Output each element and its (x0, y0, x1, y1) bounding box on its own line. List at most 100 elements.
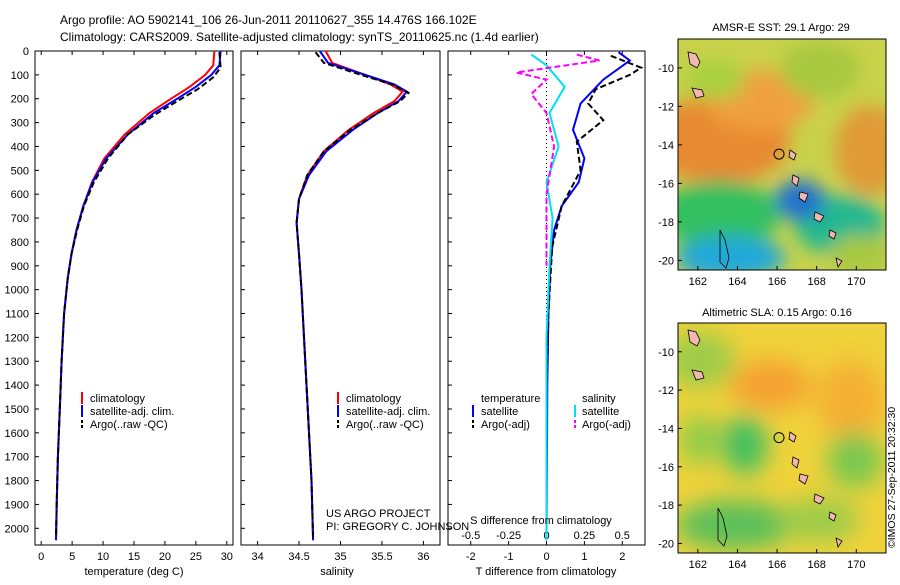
x-tick-label: -1 (504, 551, 514, 563)
map-y-tick-label: -14 (658, 140, 674, 152)
temperature-panel: 0100200300400500600700800900100011001200… (5, 46, 234, 578)
y-tick-label: 800 (11, 237, 29, 249)
header-line-2: Climatology: CARS2009. Satellite-adjuste… (60, 30, 539, 44)
sst-map-axes: 162 164 166 168 170 -10 -12 -14 -16 -18 -20 (658, 63, 865, 288)
map-x-tick-label: 164 (728, 559, 746, 571)
series-line-temperature-argo-adj- (545, 54, 644, 538)
y-tick-label: 100 (11, 70, 29, 82)
y-tick-label: 1800 (5, 476, 29, 488)
y-tick-label: 200 (11, 94, 29, 106)
x-tick-label: 15 (128, 551, 140, 563)
map-y-tick-label: -20 (658, 538, 674, 550)
y-tick-label: 2000 (5, 523, 29, 535)
sst-argo-marker (773, 148, 785, 160)
legend-label-argo: Argo(..raw -QC) (90, 419, 168, 431)
y-tick-label: 300 (11, 118, 29, 130)
map-y-tick-label: -20 (658, 255, 674, 267)
s-tick-label: -0.5 (461, 530, 480, 542)
map-x-tick-label: 168 (807, 276, 825, 288)
y-tick-label: 1300 (5, 356, 29, 368)
x-tick-label: 35.5 (371, 551, 392, 563)
temperature-legend: climatology satellite-adj. clim. Argo(..… (81, 392, 174, 431)
sla-map-axes: 162 164 166 168 170 -10 -12 -14 -16 -18 -20 (658, 347, 865, 571)
y-tick-label: 1100 (5, 309, 29, 321)
series-line-climatology (55, 50, 216, 541)
salinity-panel: 34 34.5 35 35.5 36 salinity climatology sate… (240, 50, 469, 578)
map-y-tick-label: -12 (658, 101, 674, 113)
x-tick-label: 2 (619, 551, 625, 563)
map-x-tick-label: 166 (768, 276, 786, 288)
map-x-tick-label: 162 (689, 559, 707, 571)
map-x-tick-label: 166 (768, 559, 786, 571)
salinity-profiles (295, 50, 411, 541)
x-tick-label: 35 (334, 551, 346, 563)
s-tick-label: 0.5 (615, 530, 630, 542)
x-tick-label: 0 (38, 551, 44, 563)
y-tick-label: 1200 (5, 332, 29, 344)
x-tick-label: 25 (190, 551, 202, 563)
header-line-1: Argo profile: AO 5902141_106 26-Jun-2011… (60, 13, 477, 27)
legend-title-salinity: salinity (582, 393, 616, 405)
temperature-profiles (55, 50, 222, 541)
salinity-x-axis: 34 34.5 35 35.5 36 (241, 50, 430, 563)
y-tick-label: 1900 (5, 499, 29, 511)
x-tick-label: 20 (159, 551, 171, 563)
series-line-climatology (295, 50, 405, 541)
y-tick-label: 1600 (5, 428, 29, 440)
map-y-tick-label: -14 (658, 423, 674, 435)
y-tick-label: 900 (11, 261, 29, 273)
y-tick-label: 600 (11, 189, 29, 201)
map-y-tick-label: -18 (658, 217, 674, 229)
sla-coastline (687, 329, 843, 549)
map-y-tick-label: -10 (658, 63, 674, 75)
map-x-tick-label: 170 (847, 559, 865, 571)
x-tick-label: 0 (543, 551, 549, 563)
x-tick-label: 34 (251, 551, 263, 563)
series-line-satellite-adj-clim- (55, 50, 222, 541)
y-tick-label: 1400 (5, 380, 29, 392)
temperature-x-label: temperature (deg C) (84, 566, 183, 578)
sla-argo-marker (773, 432, 785, 444)
sla-map-title: Altimetric SLA: 0.15 Argo: 0.16 (702, 307, 852, 319)
legend-label-climatology: climatology (346, 393, 402, 405)
legend-label-argo: Argo(..raw -QC) (346, 419, 424, 431)
x-tick-label: 36 (417, 551, 429, 563)
legend-label-climatology: climatology (90, 393, 146, 405)
map-y-tick-label: -10 (658, 347, 674, 359)
sla-map: Altimetric SLA: 0.15 Argo: 0.16 (658, 307, 887, 571)
sst-map-title: AMSR-E SST: 29.1 Argo: 29 (712, 22, 850, 34)
t-difference-x-label: T difference from climatology (476, 566, 617, 578)
series-line-argo-raw-qc- (295, 51, 411, 538)
y-tick-label: 500 (11, 165, 29, 177)
y-tick-label: 400 (11, 141, 29, 153)
sst-coastline (687, 51, 843, 269)
map-y-tick-label: -16 (658, 178, 674, 190)
legend-label-satellite: satellite-adj. clim. (346, 406, 430, 418)
difference-legend: temperature satellite Argo(-adj) salinit… (472, 393, 631, 431)
timestamp: ©IMOS 27-Sep-2011 20:32:30 (886, 407, 898, 548)
depth-axis: 0 100 200 300 400 500 600 700 800 900 1000 1100 1200… (5, 46, 39, 535)
salinity-x-label: salinity (320, 566, 354, 578)
legend-title-temperature: temperature (481, 393, 540, 405)
x-tick-label: 1 (581, 551, 587, 563)
y-tick-label: 700 (11, 213, 29, 225)
map-x-tick-label: 162 (689, 276, 707, 288)
y-tick-label: 1500 (5, 404, 29, 416)
y-tick-label: 1000 (5, 285, 29, 297)
credit-line-2: PI: GREGORY C. JOHNSON (326, 521, 469, 533)
series-line-temperature-satellite (545, 51, 632, 541)
x-tick-label: 10 (97, 551, 109, 563)
y-tick-label: 1700 (5, 452, 29, 464)
s-tick-label: 0.25 (574, 530, 595, 542)
map-x-tick-label: 164 (728, 276, 746, 288)
legend-label-t-argo: Argo(-adj) (481, 419, 530, 431)
y-tick-label: 0 (23, 46, 29, 58)
x-tick-label: 30 (221, 551, 233, 563)
series-line-salinity-satellite (530, 53, 566, 541)
difference-profiles (515, 51, 644, 541)
map-y-tick-label: -12 (658, 385, 674, 397)
credit-line-1: US ARGO PROJECT (326, 508, 431, 520)
salinity-legend: climatology satellite-adj. clim. Argo(..… (337, 392, 430, 431)
